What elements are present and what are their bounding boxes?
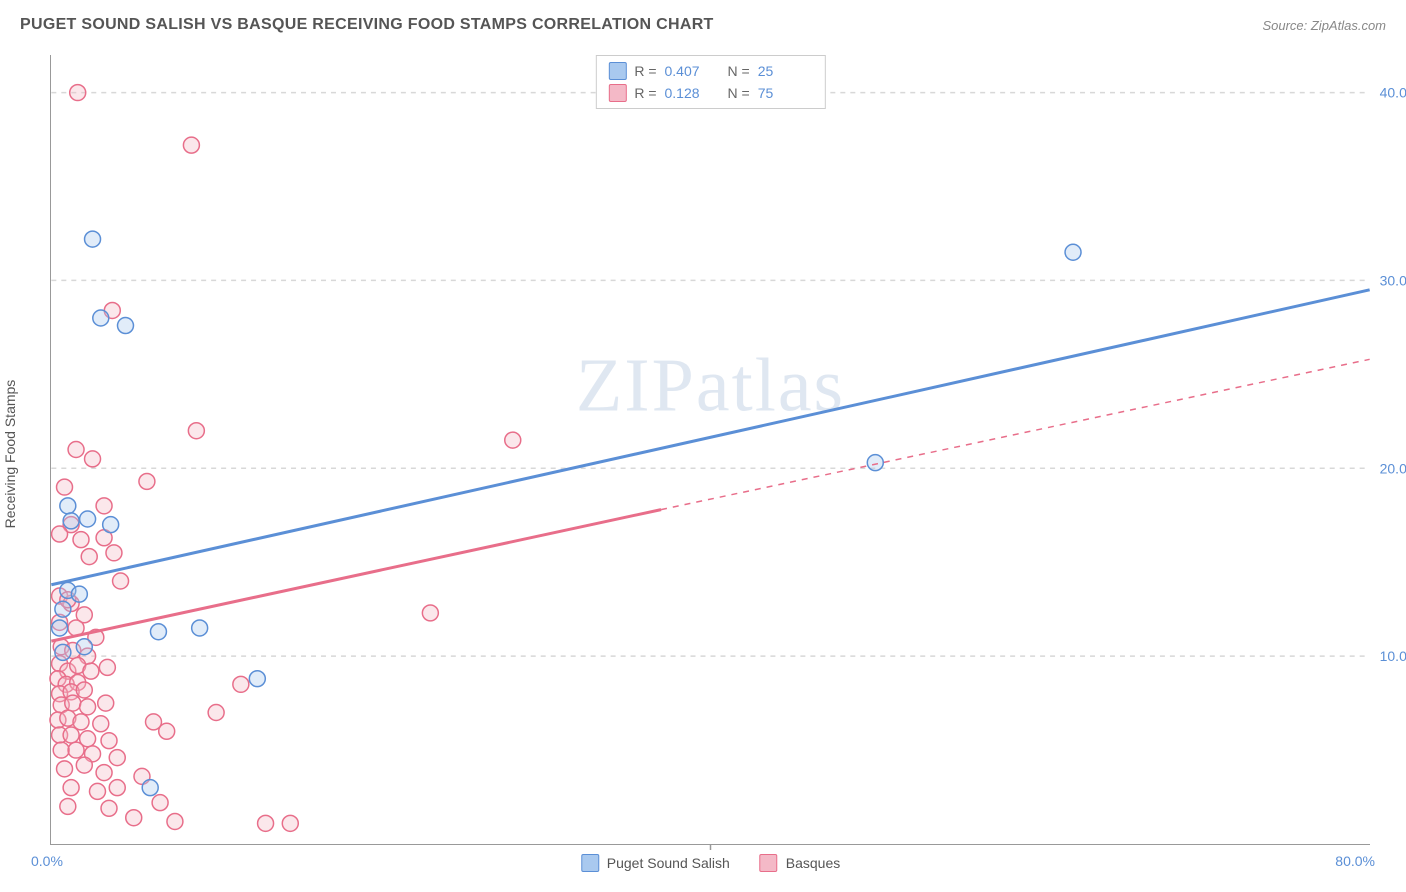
n-value-salish: 25 (758, 63, 813, 79)
correlation-legend: R = 0.407 N = 25 R = 0.128 N = 75 (595, 55, 825, 109)
x-axis-tick-max: 80.0% (1335, 853, 1375, 869)
chart-svg: 10.0%20.0%30.0%40.0% (51, 55, 1370, 844)
r-label: R = (634, 63, 656, 79)
n-label: N = (728, 63, 750, 79)
r-value-basques: 0.128 (665, 85, 720, 101)
chart-title: PUGET SOUND SALISH VS BASQUE RECEIVING F… (20, 16, 714, 34)
x-axis-tick-min: 0.0% (31, 853, 63, 869)
r-value-salish: 0.407 (665, 63, 720, 79)
series-legend-item-salish: Puget Sound Salish (581, 854, 730, 872)
n-label: N = (728, 85, 750, 101)
plot-area: ZIPatlas 10.0%20.0%30.0%40.0% 0.0% 80.0%… (50, 55, 1370, 845)
n-value-basques: 75 (758, 85, 813, 101)
series-label-basques: Basques (786, 855, 840, 871)
series-legend: Puget Sound Salish Basques (581, 854, 840, 872)
series-label-salish: Puget Sound Salish (607, 855, 730, 871)
source-attribution: Source: ZipAtlas.com (1262, 18, 1386, 33)
y-axis-label: Receiving Food Stamps (2, 380, 18, 529)
svg-text:30.0%: 30.0% (1380, 272, 1406, 288)
chart-header: PUGET SOUND SALISH VS BASQUE RECEIVING F… (0, 0, 1406, 50)
svg-text:40.0%: 40.0% (1380, 85, 1406, 101)
swatch-salish (581, 854, 599, 872)
swatch-salish (608, 62, 626, 80)
correlation-legend-row-salish: R = 0.407 N = 25 (608, 60, 812, 82)
swatch-basques (760, 854, 778, 872)
svg-text:20.0%: 20.0% (1380, 460, 1406, 476)
swatch-basques (608, 84, 626, 102)
correlation-legend-row-basques: R = 0.128 N = 75 (608, 82, 812, 104)
r-label: R = (634, 85, 656, 101)
svg-text:10.0%: 10.0% (1380, 648, 1406, 664)
series-legend-item-basques: Basques (760, 854, 840, 872)
